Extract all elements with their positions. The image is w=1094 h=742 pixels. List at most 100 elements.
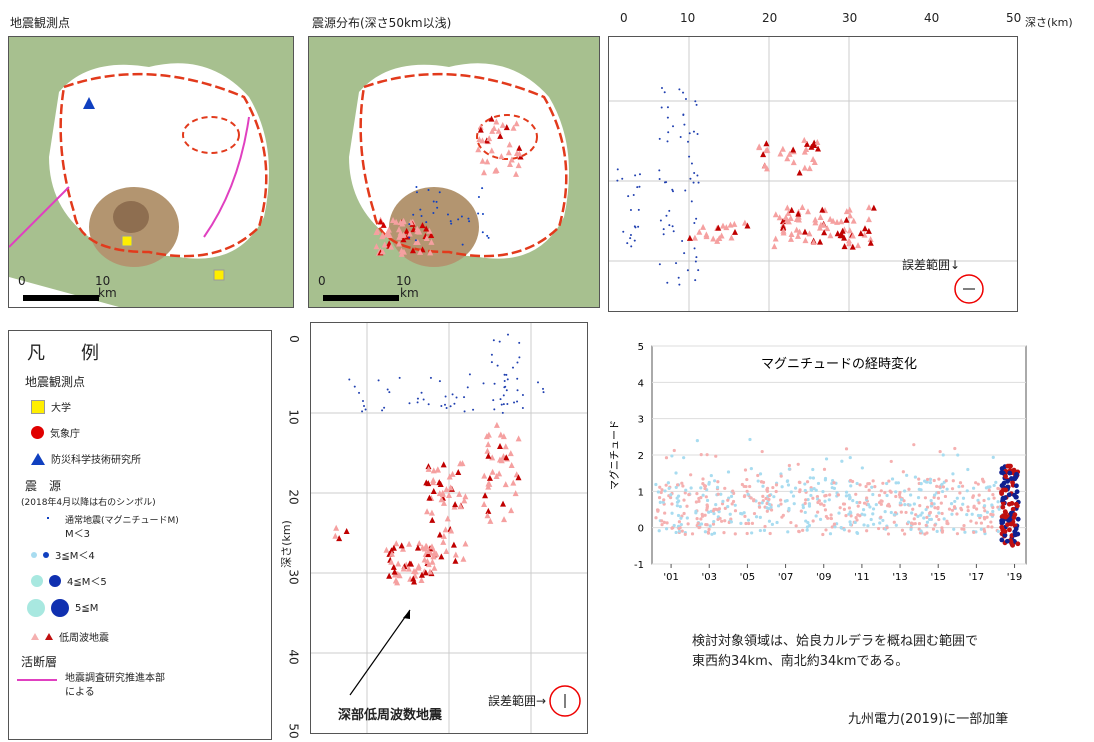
- section-normal-dot: [693, 221, 696, 224]
- section-lf-mark: [780, 229, 787, 236]
- chart-point: [916, 496, 921, 500]
- legend: 凡 例 地震観測点 大学 気象庁 防災科学技術研究所 震 源 (2018年4月以…: [8, 330, 272, 740]
- section-normal-dot: [662, 233, 665, 236]
- chart-point: [862, 523, 866, 527]
- legend-label-lf: 低周波地震: [59, 633, 109, 644]
- chart-point: [667, 486, 671, 491]
- chart-point: [862, 501, 867, 505]
- chart-point: [837, 511, 841, 515]
- chart-point: [832, 481, 836, 485]
- section-normal-dot: [503, 386, 506, 389]
- chart-point: [938, 485, 942, 489]
- chart-point: [931, 527, 936, 531]
- chart-point: [745, 531, 749, 536]
- section-normal-dot: [697, 181, 700, 184]
- scalebar2-unit: km: [400, 286, 419, 300]
- chart-point: [919, 482, 923, 486]
- chart-point: [743, 494, 747, 498]
- hypocenter-lf-mark: [397, 229, 404, 236]
- chart-point: [757, 505, 762, 509]
- chart-point: [986, 524, 990, 529]
- chart-point: [956, 453, 960, 457]
- section-lf-mark: [433, 550, 440, 557]
- chart-point: [998, 487, 1002, 491]
- section-lf-mark: [425, 480, 432, 487]
- chart-point: [760, 501, 764, 505]
- hypocenter-lf-mark: [400, 236, 407, 243]
- chart-point: [909, 493, 913, 497]
- hypocenter-normal-dot: [408, 223, 411, 226]
- chart-point: [662, 498, 666, 502]
- legend-fault2: による: [65, 687, 95, 698]
- section-lf-mark: [446, 473, 453, 480]
- section-normal-dot: [679, 135, 682, 138]
- chart-point: [811, 476, 816, 480]
- section-normal-dot: [678, 283, 681, 286]
- chart-point: [793, 486, 798, 490]
- section-lf-mark: [489, 468, 496, 475]
- chart-point: [952, 527, 956, 531]
- chart-point: [847, 529, 851, 533]
- chart-point: [889, 490, 893, 494]
- chart-point: [669, 493, 673, 497]
- chart-point: [699, 496, 703, 500]
- section-lf-mark: [438, 496, 445, 503]
- section-normal-dot: [506, 378, 509, 381]
- hypocenter-lf-mark: [488, 115, 495, 122]
- section-lf-mark: [440, 461, 447, 468]
- m3-light-dot-icon: [31, 551, 37, 558]
- section-lf-mark: [399, 545, 406, 552]
- chart-point: [676, 494, 681, 498]
- section-lf-mark: [436, 479, 443, 486]
- hypocenter-normal-dot: [419, 208, 422, 211]
- error-label-left: 誤差範囲→: [488, 694, 547, 708]
- section-lf-mark: [460, 555, 467, 562]
- hypocenter-normal-dot: [435, 200, 438, 203]
- chart-point: [832, 486, 837, 490]
- chart-point: [938, 449, 942, 454]
- hypocenter-lf-mark: [380, 221, 387, 228]
- section-normal-dot: [422, 398, 425, 401]
- section-lf-mark: [801, 228, 808, 235]
- section-lf-mark: [416, 540, 423, 547]
- chart-point: [672, 523, 676, 528]
- chart-point: [801, 503, 805, 507]
- section-normal-dot: [666, 106, 669, 109]
- chart-point: [898, 490, 902, 495]
- section-normal-dot: [688, 132, 691, 135]
- section-lf-mark: [696, 228, 703, 235]
- section-lf-mark: [764, 146, 771, 153]
- chart-point: [912, 517, 916, 521]
- chart-point-recent: [1003, 514, 1009, 520]
- section-lf-mark: [510, 479, 517, 486]
- section-lf-mark: [426, 494, 433, 501]
- chart-point: [885, 493, 889, 498]
- chart-point: [957, 484, 961, 489]
- section-lf-mark: [817, 221, 824, 228]
- hypocenter-lf-mark: [381, 241, 388, 248]
- section-normal-dot: [637, 225, 640, 228]
- chart-point: [919, 513, 923, 517]
- chart-point: [682, 498, 686, 502]
- chart-point: [675, 500, 680, 504]
- section-normal-dot: [629, 208, 632, 211]
- chart-point: [677, 526, 681, 531]
- section-normal-dot: [658, 177, 661, 180]
- section-lf-mark: [393, 540, 400, 547]
- chart-point: [866, 524, 870, 528]
- hypocenter-lf-mark: [488, 147, 495, 154]
- chart-point: [849, 484, 853, 488]
- chart-point: [864, 484, 868, 489]
- section-lf-mark: [452, 557, 459, 564]
- right-tick-30: 30: [842, 11, 858, 25]
- chart-point-recent: [1003, 474, 1008, 479]
- lf-light-triangle-icon: [31, 633, 39, 640]
- chart-point: [953, 499, 957, 504]
- section-normal-dot: [468, 373, 471, 376]
- chart-point: [697, 525, 701, 530]
- section-lf-mark: [812, 216, 819, 223]
- section-lf-mark: [686, 234, 693, 241]
- chart-point: [940, 489, 945, 494]
- magnitude-chart-graphic: -1 0 1 2 3 4 5 '01 '03 '05 '07 '09 '11 '13 '15 '17 '19 マグ…: [608, 342, 1027, 583]
- chart-point: [936, 496, 941, 500]
